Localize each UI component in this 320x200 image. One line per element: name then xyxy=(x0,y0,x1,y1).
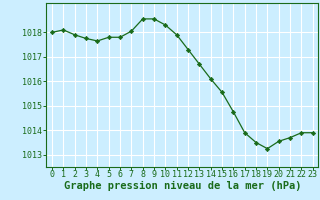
X-axis label: Graphe pression niveau de la mer (hPa): Graphe pression niveau de la mer (hPa) xyxy=(64,181,301,191)
